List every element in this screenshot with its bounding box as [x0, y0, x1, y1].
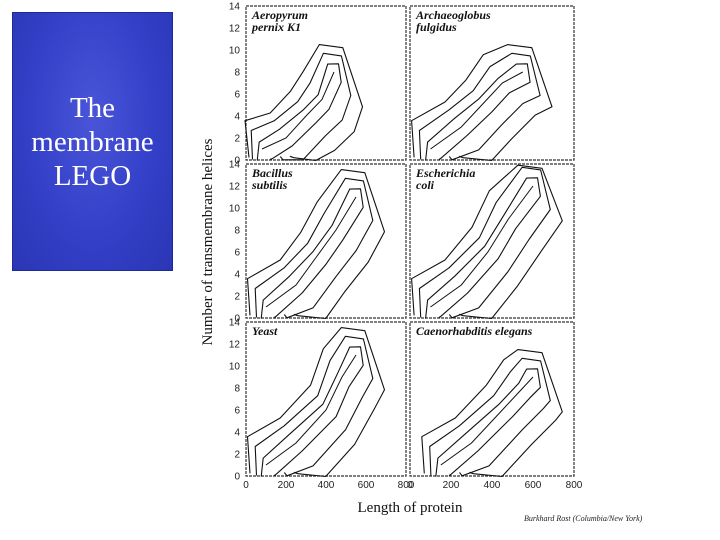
y-tick-label: 6 [234, 406, 240, 417]
panel-title: Escherichia [415, 166, 475, 180]
contour-line [425, 63, 531, 161]
contour-line [250, 52, 352, 161]
contour-line [244, 44, 364, 162]
y-tick-label: 12 [229, 24, 241, 35]
contour-line [418, 52, 541, 161]
panel-frame [409, 321, 575, 477]
y-tick-label: 14 [229, 318, 241, 329]
ridge-line [440, 376, 534, 466]
y-tick-label: 4 [234, 112, 240, 123]
y-tick-label: 14 [229, 160, 241, 171]
panel-title: Yeast [252, 324, 278, 338]
panel-title: Caenorhabditis elegans [416, 324, 533, 338]
y-tick-label: 6 [234, 90, 240, 101]
slide-title: The membrane LEGO [31, 92, 154, 192]
panel-title: Archaeoglobus [415, 8, 491, 22]
ridge-line [430, 71, 524, 150]
contour-line [260, 188, 364, 319]
y-tick-label: 12 [229, 182, 241, 193]
y-tick-label: 8 [234, 226, 240, 237]
y-tick-label: 4 [234, 270, 240, 281]
x-tick-label: 600 [525, 480, 542, 491]
x-tick-label: 400 [318, 480, 335, 491]
panel-frame [409, 5, 575, 161]
panel-frame [245, 5, 407, 161]
x-tick-label: 400 [484, 480, 501, 491]
y-tick-label: 10 [229, 204, 241, 215]
contour-line [260, 346, 364, 477]
panel-title: Bacillus [251, 166, 293, 180]
y-tick-label: 2 [234, 292, 240, 303]
x-tick-label: 800 [398, 480, 415, 491]
y-tick-label: 0 [234, 472, 240, 483]
contour-line [429, 357, 551, 477]
panel-title: Aeropyrum [251, 8, 308, 22]
contour-line [418, 166, 551, 319]
contour-line [421, 349, 563, 478]
x-tick-label: 200 [278, 480, 295, 491]
ridge-line [265, 196, 357, 308]
y-tick-label: 10 [229, 46, 241, 57]
x-tick-label: 800 [566, 480, 583, 491]
title-box: The membrane LEGO [12, 12, 173, 271]
contour-line [254, 335, 374, 477]
contour-line [425, 177, 541, 319]
x-tick-label: 0 [243, 480, 249, 491]
y-tick-label: 4 [234, 428, 240, 439]
panel-title: pernix K1 [251, 20, 301, 34]
x-tick-label: 200 [443, 480, 460, 491]
y-tick-label: 0 [234, 314, 240, 325]
contour-line [246, 169, 386, 320]
contour-line [246, 327, 386, 478]
panel-title: fulgidus [416, 20, 457, 34]
y-tick-label: 14 [229, 2, 241, 13]
y-tick-label: 12 [229, 340, 241, 351]
y-tick-label: 10 [229, 362, 241, 373]
panel-title: coli [416, 178, 435, 192]
y-tick-label: 6 [234, 248, 240, 259]
x-tick-label: 0 [407, 480, 413, 491]
y-tick-label: 2 [234, 450, 240, 461]
ridge-line [261, 71, 335, 150]
x-tick-label: 600 [358, 480, 375, 491]
panel-frame [409, 163, 575, 319]
y-tick-label: 0 [234, 156, 240, 167]
credit-text: Burkhard Rost (Columbia/New York) [524, 514, 643, 523]
contour-line [411, 164, 563, 320]
panel-title: subtilis [251, 178, 288, 192]
contour-line [254, 177, 374, 319]
ridge-line [265, 354, 357, 466]
ridge-line [430, 185, 534, 308]
y-tick-label: 2 [234, 134, 240, 145]
y-tick-label: 8 [234, 384, 240, 395]
x-axis-label: Length of protein [358, 500, 463, 516]
contour-line [435, 368, 541, 477]
contour-line [256, 63, 342, 161]
y-axis-label: Number of transmembrane helices [200, 138, 216, 345]
y-tick-label: 8 [234, 68, 240, 79]
contour-line [411, 44, 553, 162]
